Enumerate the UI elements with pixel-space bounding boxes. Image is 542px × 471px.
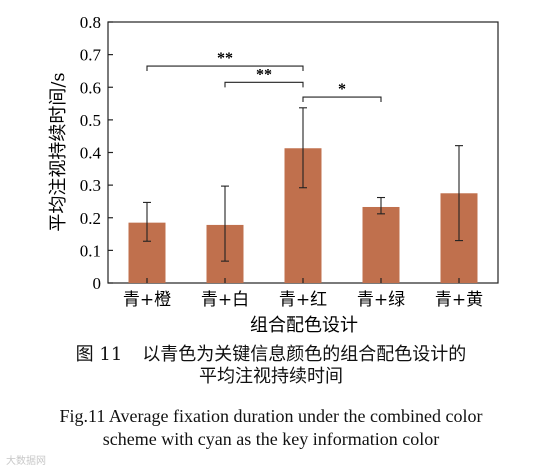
caption-en-line1: Fig.11 Average fixation duration under t…	[59, 406, 483, 426]
bar	[362, 206, 400, 283]
significance-label: **	[256, 66, 272, 83]
y-tick-label: 0.6	[80, 78, 101, 97]
y-tick-label: 0	[93, 274, 102, 293]
significance-bracket	[302, 96, 382, 103]
x-tick-label: 青+白	[201, 290, 249, 310]
x-tick-label: 青+黄	[435, 290, 483, 310]
figure-number: 图 11	[75, 344, 123, 365]
y-axis-label: 平均注视持续时间/s	[48, 72, 69, 231]
x-axis-label: 组合配色设计	[250, 315, 358, 336]
y-tick-label: 0.3	[80, 176, 101, 195]
y-tick-label: 0.4	[80, 144, 102, 163]
caption-en-line2: scheme with cyan as the key information …	[102, 429, 440, 449]
y-tick-label: 0.7	[80, 46, 102, 65]
watermark: 大数据网	[6, 456, 46, 467]
significance-label: **	[217, 50, 233, 67]
y-tick-label: 0.1	[80, 241, 101, 260]
significance-bracket	[224, 81, 304, 88]
significance-bracket	[146, 65, 304, 72]
y-tick-label: 0.5	[80, 111, 101, 130]
y-tick-label: 0.2	[80, 209, 101, 228]
x-tick-label: 青+绿	[357, 290, 405, 310]
bar-chart: 0 0.1 0.2 0.3 0.4 0.5 0.6 0.7 0.8 青+橙 青+白 青+红 青+绿 青+黄…	[48, 13, 499, 336]
x-tick-label: 青+橙	[123, 290, 171, 310]
plot-area: 0 0.1 0.2 0.3 0.4 0.5 0.6 0.7 0.8 青+橙 青+白 青+红 青+绿 青+黄…	[80, 13, 499, 310]
caption-cn-line2: 平均注视持续时间	[199, 366, 343, 387]
x-tick-label: 青+红	[279, 290, 327, 310]
y-tick-label: 0.8	[80, 13, 101, 32]
significance-label: *	[338, 81, 346, 98]
caption-cn-title: 以青色为关键信息颜色的组合配色设计的	[142, 344, 467, 365]
caption-cn-line1: 图 11 以青色为关键信息颜色的组合配色设计的	[0, 344, 542, 366]
